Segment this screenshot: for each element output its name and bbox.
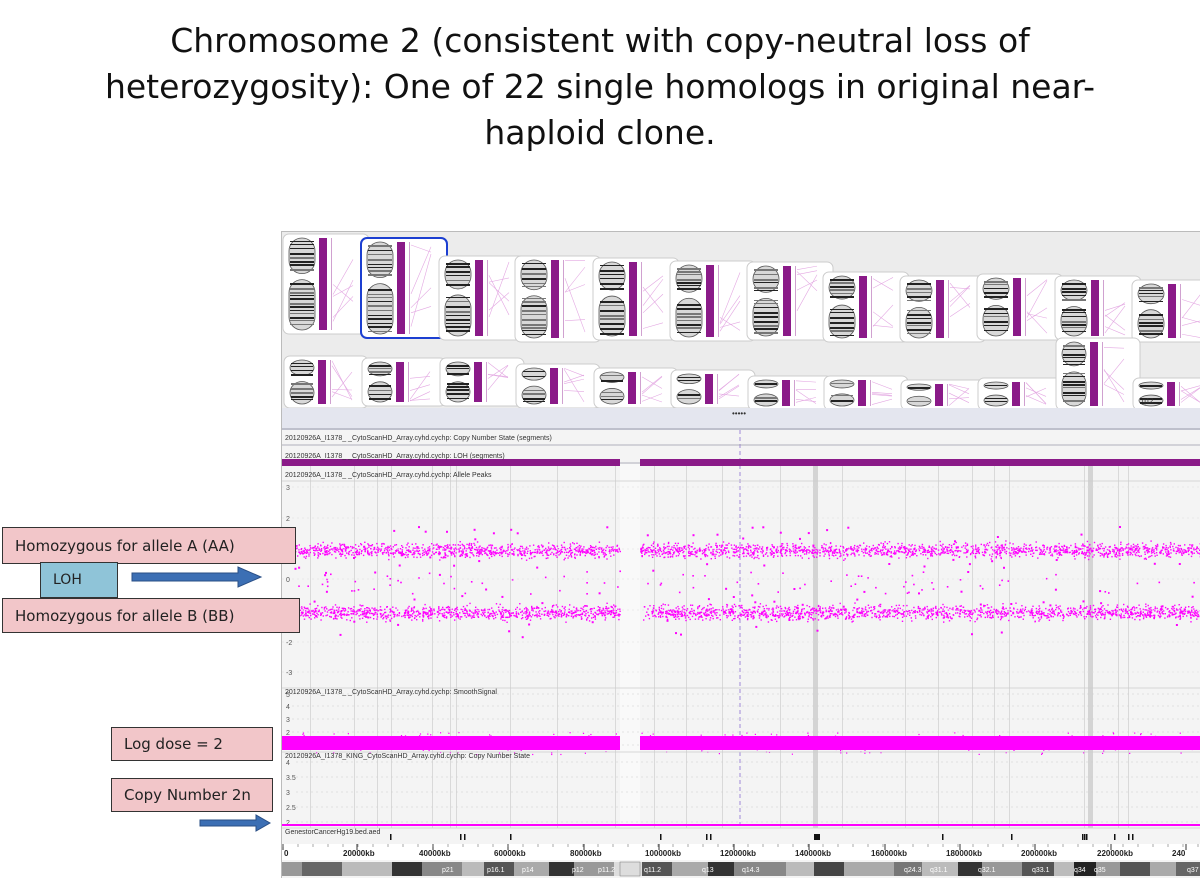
position-axis-tick: 100000kb	[645, 849, 681, 858]
cytoband-label: q11.2	[644, 867, 661, 874]
track-label-annotation: GenestorCancerHg19.bed.aed	[285, 829, 380, 836]
copy-number-arrow-icon	[198, 814, 273, 832]
position-axis-tick: 60000kb	[494, 849, 526, 858]
cytoband-label: p21	[442, 867, 454, 874]
cytoband-label: q34	[1074, 867, 1086, 874]
allele-axis-tick: 0	[286, 577, 290, 584]
cytoband-label: p12	[572, 867, 584, 874]
callout-copy-number: Copy Number 2n	[111, 778, 273, 812]
callout-log-dose: Log dose = 2	[111, 727, 273, 761]
position-axis-tick: 160000kb	[871, 849, 907, 858]
allele-axis-tick: 2	[286, 516, 290, 523]
track-label-smooth-signal: 20120926A_I1378_ _CytoScanHD_Array.cyhd.…	[285, 689, 497, 696]
cytoband-label: q14.3	[742, 867, 760, 874]
track-label-allele-peaks: 20120926A_I1378_ _CytoScanHD_Array.cyhd.…	[285, 472, 492, 479]
callout-homozygous-bb: Homozygous for allele B (BB)	[2, 598, 300, 633]
copy-number-line	[282, 824, 1200, 826]
loh-segment-bar-q	[640, 459, 1200, 466]
position-axis-tick: 20000kb	[343, 849, 375, 858]
smooth-axis-tick: 2	[286, 730, 290, 737]
loh-segment-bar-p	[282, 459, 620, 466]
position-axis-tick: 0	[284, 849, 289, 858]
loh-arrow-icon	[130, 564, 265, 590]
panel-splitter-dots[interactable]: •••••	[732, 409, 746, 418]
cytoband-label: q13	[702, 867, 714, 874]
cytoband-label: q24.3	[904, 867, 922, 874]
position-axis-tick: 240	[1172, 849, 1186, 858]
track-label-copy-number-state: 20120926A_I1378_KING_CytoScanHD_Array.cy…	[285, 753, 530, 760]
track-label-copy-number-segments: 20120926A_I1378_ _CytoScanHD_Array.cyhd.…	[285, 435, 552, 442]
title-line-3: haploid clone.	[484, 113, 715, 152]
track-label-loh-segments: 20120926A_I1378_ _CytoScanHD_Array.cyhd.…	[285, 453, 505, 460]
track-area: ••••• 3210-1-2-35432143.532.52 020000kb4…	[282, 232, 1200, 878]
title-line-2: heterozygosity): One of 22 single homolo…	[105, 67, 1095, 106]
cn-axis-tick: 2.5	[286, 805, 296, 812]
position-axis-tick: 80000kb	[570, 849, 602, 858]
cn-axis-tick: 3	[286, 790, 290, 797]
position-axis-tick: 220000kb	[1097, 849, 1133, 858]
position-axis-tick: 120000kb	[720, 849, 756, 858]
cytoband-label: p14	[522, 867, 534, 874]
allele-axis-tick: -2	[286, 640, 292, 647]
cytoband-label: q33.1	[1032, 867, 1050, 874]
slide-title: Chromosome 2 (consistent with copy-neutr…	[80, 18, 1120, 156]
cytoband-label: q35	[1094, 867, 1106, 874]
position-axis-tick: 180000kb	[946, 849, 982, 858]
smooth-signal-band-q	[640, 736, 1200, 750]
cytoband-label: q31.1	[930, 867, 948, 874]
smooth-axis-tick: 4	[286, 704, 290, 711]
title-line-1: Chromosome 2 (consistent with copy-neutr…	[170, 21, 1030, 60]
allele-axis-tick: 3	[286, 485, 290, 492]
cytoband-label: p16.1	[487, 867, 505, 874]
smooth-signal-band-p	[282, 736, 620, 750]
position-axis-tick: 140000kb	[795, 849, 831, 858]
position-axis-tick: 200000kb	[1021, 849, 1057, 858]
position-axis-tick: 40000kb	[419, 849, 451, 858]
cn-axis-tick: 4	[286, 760, 290, 767]
cytoband-label: p11.2	[598, 867, 615, 874]
callout-homozygous-aa: Homozygous for allele A (AA)	[2, 527, 296, 564]
chas-browser-screenshot: q12 ••••• 3210-1-2-35432143.532.52 02000…	[281, 231, 1200, 878]
cytoband-label: q32.1	[978, 867, 996, 874]
cn-axis-tick: 3.5	[286, 775, 296, 782]
smooth-axis-tick: 3	[286, 717, 290, 724]
callout-loh: LOH	[40, 562, 118, 598]
allele-axis-tick: -3	[286, 670, 292, 677]
cytoband-label: q37	[1187, 867, 1199, 874]
